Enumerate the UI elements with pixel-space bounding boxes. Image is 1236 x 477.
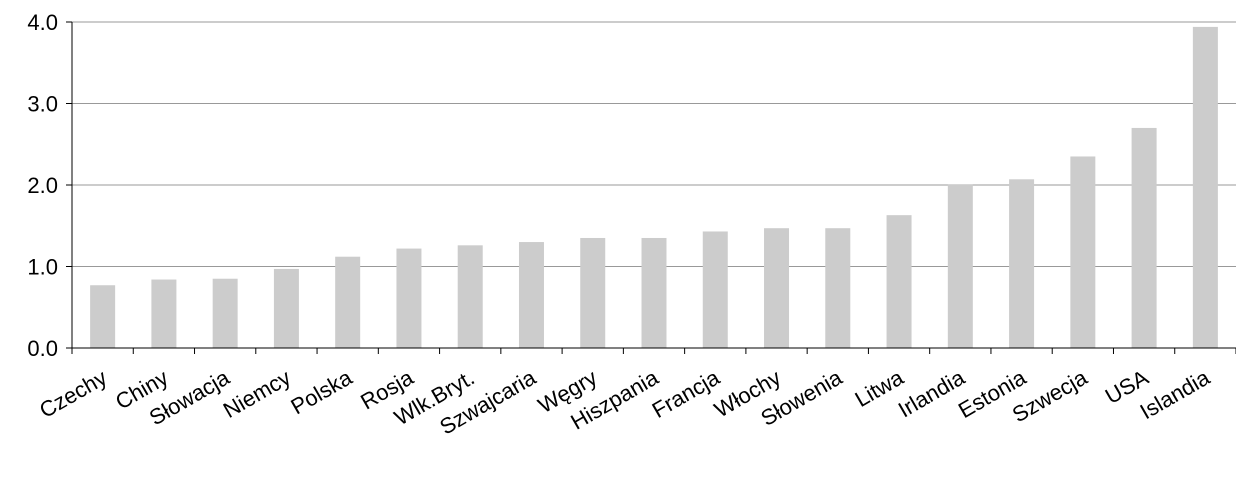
bar — [90, 285, 116, 348]
bar — [1131, 127, 1157, 348]
bar — [396, 248, 422, 348]
x-category-label: Czechy — [35, 365, 111, 423]
bar — [273, 268, 299, 348]
y-tick-label: 2.0 — [27, 173, 58, 198]
y-tick-label: 0.0 — [27, 336, 58, 361]
bar — [886, 215, 912, 348]
axes — [66, 21, 1236, 354]
bar — [702, 231, 728, 348]
y-tick-labels: 0.0 1.0 2.0 3.0 4.0 — [27, 10, 58, 361]
y-tick-label: 3.0 — [27, 92, 58, 117]
x-category-label: Niemcy — [219, 365, 295, 423]
bar — [212, 278, 238, 348]
bar — [764, 228, 790, 348]
bar — [825, 228, 851, 348]
x-category-label: Irlandia — [894, 364, 970, 422]
bar — [580, 237, 606, 348]
bar — [641, 237, 667, 348]
x-category-label: Francja — [648, 364, 725, 423]
bar — [1192, 26, 1218, 348]
gridlines — [72, 21, 1236, 267]
bar — [1070, 156, 1096, 348]
bar — [1009, 179, 1035, 348]
y-tick-label: 4.0 — [27, 10, 58, 35]
x-category-label: Polska — [286, 364, 356, 419]
y-tick-label: 1.0 — [27, 255, 58, 280]
bar — [518, 242, 544, 348]
x-category-label: Islandia — [1136, 364, 1215, 424]
bar — [335, 256, 361, 348]
bar — [151, 279, 177, 348]
bar — [947, 184, 973, 348]
bars — [90, 26, 1218, 348]
bar — [457, 245, 483, 348]
